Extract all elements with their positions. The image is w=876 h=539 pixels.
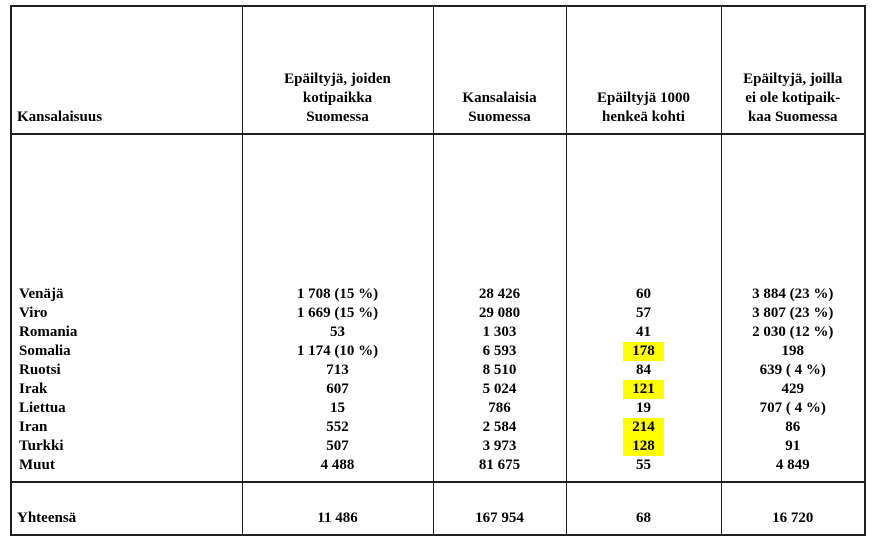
home-in-finland-cell: 1 708 (15 %): [241, 285, 434, 304]
table-row-somalia: Somalia 1 174 (10 %) 6 593 178 198: [10, 342, 866, 361]
home-in-finland-cell: 552: [241, 418, 434, 437]
per-1000-cell: 128: [565, 437, 722, 456]
nationality-cell: Turkki: [10, 437, 243, 456]
column-header-nationality: Kansalaisuus: [10, 6, 243, 135]
home-in-finland-cell: 15: [241, 399, 434, 418]
home-in-finland-cell: 607: [241, 380, 434, 399]
citizens-cell: 29 080: [432, 304, 567, 323]
per-1000-cell: 41: [565, 323, 722, 342]
per-1000-cell: 121: [565, 380, 722, 399]
home-in-finland-cell: 507: [241, 437, 434, 456]
no-home-cell: 86: [720, 418, 866, 437]
per-1000-value-highlighted: 214: [623, 418, 664, 437]
table-row-iran: Iran 552 2 584 214 86: [10, 418, 866, 437]
citizens-cell: 6 593: [432, 342, 567, 361]
spacer-row-bottom: [10, 475, 866, 482]
column-header-suspects-domiciled-finland: Epäiltyjä, joiden kotipaikka Suomessa: [241, 6, 434, 135]
citizens-cell: 28 426: [432, 285, 567, 304]
table-header-row: Kansalaisuus Epäiltyjä, joiden kotipaikk…: [10, 6, 866, 135]
table-row-venaja: Venäjä 1 708 (15 %) 28 426 60 3 884 (23 …: [10, 285, 866, 304]
per-1000-cell: 19: [565, 399, 722, 418]
citizens-cell: 2 584: [432, 418, 567, 437]
per-1000-value: 57: [636, 305, 651, 321]
citizens-cell: 1 303: [432, 323, 567, 342]
citizens-cell: 5 024: [432, 380, 567, 399]
nationality-cell: Muut: [10, 456, 243, 475]
spacer-row: [10, 134, 866, 285]
per-1000-value: 60: [636, 286, 651, 302]
per-1000-value: 84: [636, 362, 651, 378]
no-home-cell: 3 884 (23 %): [720, 285, 866, 304]
table-row-ruotsi: Ruotsi 713 8 510 84 639 ( 4 %): [10, 361, 866, 380]
nationality-cell: Liettua: [10, 399, 243, 418]
column-header-suspects-not-domiciled: Epäiltyjä, joilla ei ole kotipaik- kaa S…: [720, 6, 866, 135]
home-in-finland-cell: 1 174 (10 %): [241, 342, 434, 361]
per-1000-cell: 55: [565, 456, 722, 475]
nationality-cell: Venäjä: [10, 285, 243, 304]
nationality-cell: Somalia: [10, 342, 243, 361]
per-1000-cell: 57: [565, 304, 722, 323]
no-home-cell: 707 ( 4 %): [720, 399, 866, 418]
table-row-liettua: Liettua 15 786 19 707 ( 4 %): [10, 399, 866, 418]
per-1000-value: 55: [636, 457, 651, 473]
home-in-finland-cell: 4 488: [241, 456, 434, 475]
table-row-viro: Viro 1 669 (15 %) 29 080 57 3 807 (23 %): [10, 304, 866, 323]
no-home-cell: 198: [720, 342, 866, 361]
column-header-suspects-per-1000: Epäiltyjä 1000 henkeä kohti: [565, 6, 722, 135]
per-1000-cell: 84: [565, 361, 722, 380]
nationality-cell: Viro: [10, 304, 243, 323]
home-in-finland-cell: 53: [241, 323, 434, 342]
per-1000-cell: 178: [565, 342, 722, 361]
total-per-1000: 68: [565, 481, 722, 535]
home-in-finland-cell: 1 669 (15 %): [241, 304, 434, 323]
home-in-finland-cell: 713: [241, 361, 434, 380]
table-row-romania: Romania 53 1 303 41 2 030 (12 %): [10, 323, 866, 342]
nationality-cell: Iran: [10, 418, 243, 437]
no-home-cell: 91: [720, 437, 866, 456]
citizens-cell: 81 675: [432, 456, 567, 475]
total-home-in-finland: 11 486: [241, 481, 434, 535]
per-1000-value-highlighted: 128: [623, 437, 664, 456]
per-1000-value: 41: [636, 324, 651, 340]
no-home-cell: 639 ( 4 %): [720, 361, 866, 380]
nationality-cell: Romania: [10, 323, 243, 342]
table-row-muut: Muut 4 488 81 675 55 4 849: [10, 456, 866, 475]
citizens-cell: 786: [432, 399, 567, 418]
per-1000-value-highlighted: 121: [623, 380, 664, 399]
total-no-home: 16 720: [720, 481, 866, 535]
nationality-cell: Irak: [10, 380, 243, 399]
no-home-cell: 4 849: [720, 456, 866, 475]
total-row: Yhteensä 11 486 167 954 68 16 720: [10, 481, 866, 535]
total-label: Yhteensä: [10, 481, 243, 535]
citizens-cell: 8 510: [432, 361, 567, 380]
per-1000-cell: 60: [565, 285, 722, 304]
column-header-citizens-in-finland: Kansalaisia Suomessa: [432, 6, 567, 135]
no-home-cell: 429: [720, 380, 866, 399]
table-row-irak: Irak 607 5 024 121 429: [10, 380, 866, 399]
citizens-cell: 3 973: [432, 437, 567, 456]
no-home-cell: 3 807 (23 %): [720, 304, 866, 323]
per-1000-value: 19: [636, 400, 651, 416]
total-citizens: 167 954: [432, 481, 567, 535]
nationality-cell: Ruotsi: [10, 361, 243, 380]
no-home-cell: 2 030 (12 %): [720, 323, 866, 342]
table-row-turkki: Turkki 507 3 973 128 91: [10, 437, 866, 456]
per-1000-cell: 214: [565, 418, 722, 437]
per-1000-value-highlighted: 178: [623, 342, 664, 361]
nationality-suspects-table: Kansalaisuus Epäiltyjä, joiden kotipaikk…: [10, 5, 866, 536]
